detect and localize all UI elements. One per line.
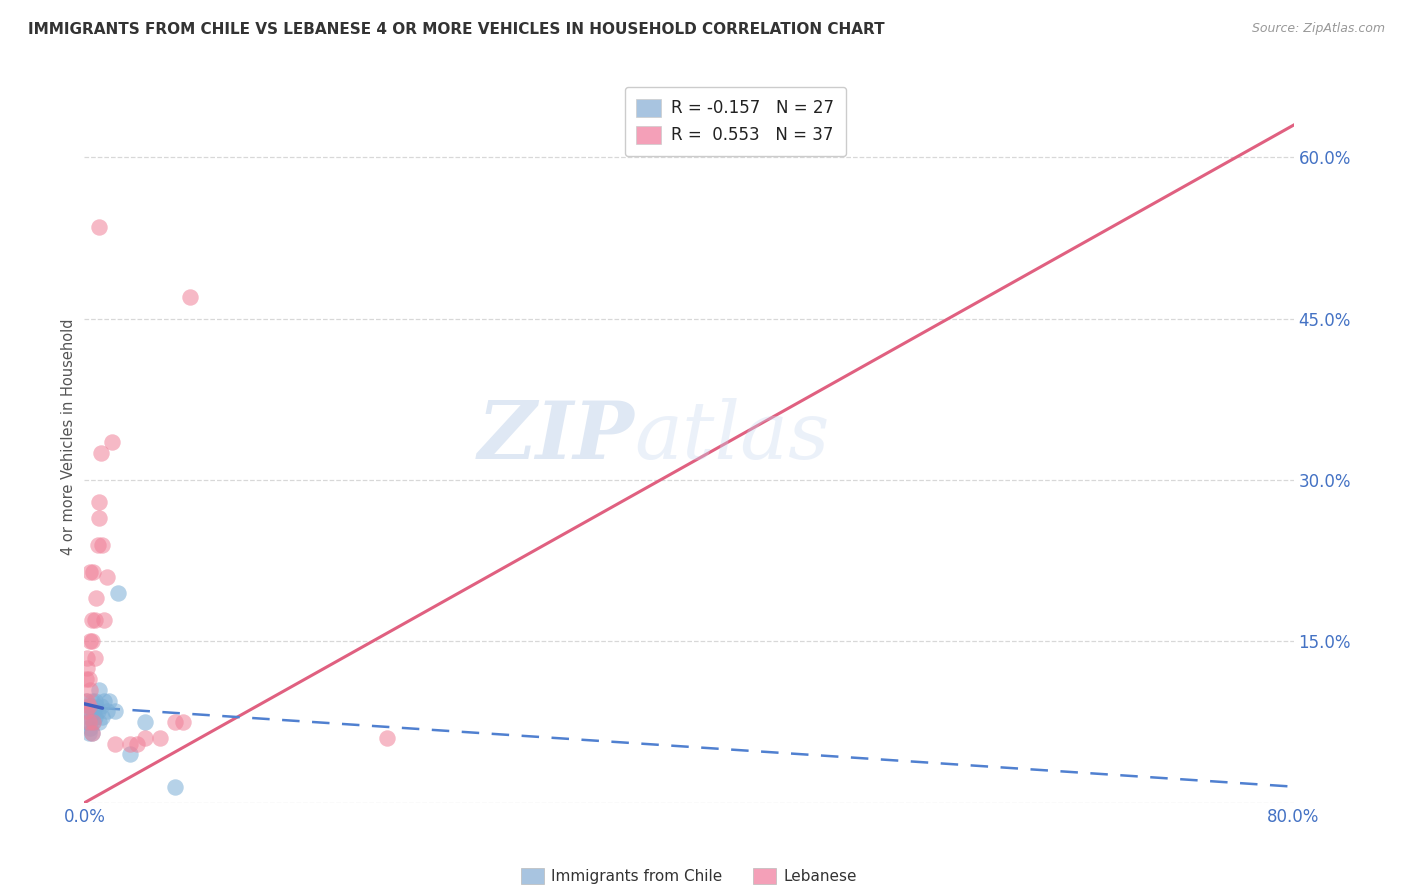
Y-axis label: 4 or more Vehicles in Household: 4 or more Vehicles in Household	[60, 318, 76, 556]
Point	[87, 705, 110, 719]
Point	[77, 726, 100, 740]
Point	[86, 698, 108, 713]
Point	[104, 705, 127, 719]
Point	[118, 737, 141, 751]
Point	[107, 586, 129, 600]
Point	[82, 705, 104, 719]
Point	[172, 715, 194, 730]
Point	[100, 435, 122, 450]
Point	[79, 710, 101, 724]
Point	[104, 737, 127, 751]
Legend: Immigrants from Chile, Lebanese: Immigrants from Chile, Lebanese	[515, 862, 863, 890]
Point	[118, 747, 141, 762]
Point	[79, 565, 101, 579]
Point	[76, 693, 98, 707]
Point	[79, 721, 101, 735]
Point	[84, 693, 107, 707]
Point	[80, 726, 103, 740]
Point	[97, 693, 120, 707]
Point	[80, 693, 103, 707]
Point	[77, 715, 100, 730]
Point	[76, 661, 98, 675]
Point	[165, 780, 187, 794]
Point	[375, 731, 398, 746]
Point	[89, 715, 111, 730]
Text: IMMIGRANTS FROM CHILE VS LEBANESE 4 OR MORE VEHICLES IN HOUSEHOLD CORRELATION CH: IMMIGRANTS FROM CHILE VS LEBANESE 4 OR M…	[28, 22, 884, 37]
Point	[84, 650, 107, 665]
Point	[76, 650, 98, 665]
Point	[80, 634, 103, 648]
Point	[77, 672, 100, 686]
Point	[80, 726, 103, 740]
Point	[165, 715, 187, 730]
Text: Source: ZipAtlas.com: Source: ZipAtlas.com	[1251, 22, 1385, 36]
Point	[79, 634, 101, 648]
Point	[91, 538, 114, 552]
Point	[89, 494, 111, 508]
Point	[79, 682, 101, 697]
Point	[80, 613, 103, 627]
Point	[77, 705, 100, 719]
Point	[179, 290, 201, 304]
Point	[75, 705, 97, 719]
Point	[82, 565, 104, 579]
Point	[96, 705, 118, 719]
Point	[76, 715, 98, 730]
Point	[91, 710, 114, 724]
Point	[82, 715, 104, 730]
Point	[90, 698, 112, 713]
Point	[90, 446, 112, 460]
Point	[89, 220, 111, 235]
Point	[134, 715, 156, 730]
Point	[77, 698, 100, 713]
Point	[87, 538, 110, 552]
Point	[84, 613, 107, 627]
Point	[89, 510, 111, 524]
Point	[75, 693, 97, 707]
Point	[86, 591, 108, 606]
Point	[75, 672, 97, 686]
Point	[134, 731, 156, 746]
Text: atlas: atlas	[634, 399, 830, 475]
Point	[93, 613, 115, 627]
Point	[96, 570, 118, 584]
Point	[79, 698, 101, 713]
Point	[127, 737, 149, 751]
Point	[93, 693, 115, 707]
Text: ZIP: ZIP	[478, 399, 634, 475]
Point	[82, 715, 104, 730]
Point	[89, 682, 111, 697]
Point	[84, 710, 107, 724]
Point	[149, 731, 172, 746]
